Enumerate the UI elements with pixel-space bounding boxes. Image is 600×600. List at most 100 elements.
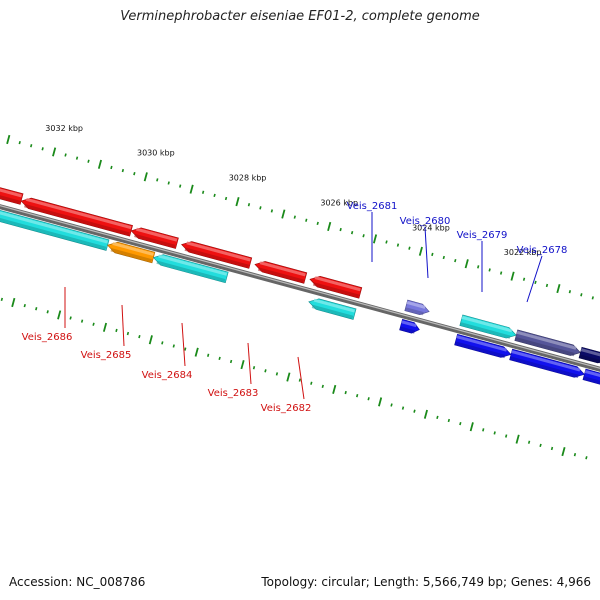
- gene-shadow: [459, 322, 511, 339]
- gene-shadow: [509, 356, 579, 378]
- tick-mark: [591, 296, 594, 300]
- gene-shadow: [0, 184, 21, 204]
- tick-mark: [69, 316, 72, 320]
- tick-mark: [229, 359, 233, 364]
- tick-mark: [545, 283, 549, 288]
- gene-veis-2685-top: [254, 261, 308, 284]
- gene-highlight: [259, 261, 306, 277]
- tick-mark: [189, 184, 194, 194]
- gene-shadow: [257, 267, 305, 283]
- gene-shadow: [579, 354, 600, 364]
- tick-mark: [350, 231, 354, 235]
- tick-mark: [522, 277, 526, 281]
- backbone-highlight: [0, 205, 600, 369]
- tick-mark: [259, 206, 262, 210]
- tick-mark: [505, 434, 508, 438]
- tick-mark: [270, 209, 274, 213]
- gene-veis-2680: [459, 314, 517, 339]
- tick-mark: [46, 310, 49, 314]
- gene-label: Veis_2681: [347, 201, 398, 212]
- tick-mark: [138, 334, 141, 339]
- gene-veis-2687: [20, 197, 133, 237]
- tick-mark: [539, 443, 542, 448]
- tick-mark: [161, 341, 164, 345]
- label-connector: [424, 226, 429, 279]
- tick-mark: [431, 252, 434, 257]
- tick-mark: [281, 209, 286, 219]
- kbp-label: 3024 kbp: [412, 223, 450, 232]
- gene-veis-2676: [509, 348, 585, 378]
- tick-mark: [167, 181, 170, 185]
- tick-mark: [459, 421, 462, 426]
- gene-shadow: [24, 204, 130, 236]
- tick-mark: [11, 297, 16, 308]
- gene-shadow: [134, 233, 176, 249]
- tick-mark: [550, 446, 554, 451]
- gene-shadow: [404, 307, 424, 316]
- label-connector: [297, 356, 305, 400]
- tick-mark: [454, 258, 457, 263]
- tick-mark: [305, 218, 308, 222]
- gene-shadow: [454, 341, 506, 359]
- tick-mark: [30, 144, 33, 148]
- tick-mark: [121, 168, 125, 173]
- gene-highlight: [158, 254, 228, 276]
- gene-veis-2681b: [399, 318, 420, 334]
- tick-mark: [469, 422, 474, 432]
- tick-mark: [80, 319, 84, 323]
- tick-mark: [115, 328, 118, 333]
- gene-label: Veis_2683: [208, 388, 259, 399]
- tick-mark: [534, 280, 537, 285]
- gene-label: Veis_2685: [81, 350, 132, 361]
- tick-mark: [499, 271, 503, 275]
- tick-mark: [385, 240, 388, 244]
- tick-mark: [133, 172, 136, 176]
- gene-veis-2679b: [578, 346, 600, 364]
- tick-mark: [527, 440, 531, 444]
- tick-mark: [339, 227, 342, 232]
- tick-mark: [6, 134, 11, 145]
- tick-mark: [247, 203, 251, 207]
- gene-features: [0, 178, 600, 386]
- tick-mark: [87, 159, 90, 163]
- gene-highlight: [584, 370, 600, 379]
- tick-mark: [41, 147, 44, 151]
- kbp-label: 3022 kbp: [504, 248, 542, 257]
- gene-highlight: [406, 301, 426, 309]
- tick-mark: [0, 297, 4, 302]
- tick-mark: [585, 456, 588, 460]
- label-connector: [121, 304, 125, 347]
- gene-shadow: [312, 282, 360, 298]
- tick-mark: [344, 390, 347, 395]
- gene-veis-2677: [454, 333, 512, 359]
- gene-veis-2686-top: [181, 241, 253, 269]
- gene-label: Veis_2686: [22, 332, 73, 343]
- tick-mark: [378, 397, 383, 407]
- gene-shadow: [110, 248, 153, 263]
- tick-mark: [442, 255, 445, 260]
- tick-mark: [179, 184, 182, 188]
- tick-mark: [293, 215, 296, 219]
- tick-mark: [561, 446, 566, 457]
- tick-mark: [148, 335, 153, 345]
- gene-veis-2686: [0, 199, 110, 251]
- gene-label: Veis_2682: [261, 403, 312, 414]
- tick-mark: [75, 156, 79, 160]
- tick-mark: [224, 196, 228, 201]
- tick-mark: [218, 356, 221, 361]
- gene-highlight: [461, 315, 513, 333]
- tick-mark: [493, 431, 496, 435]
- gene-highlight: [25, 197, 132, 230]
- tick-mark: [18, 140, 21, 145]
- gene-veis-2687b: [130, 227, 179, 249]
- tick-mark: [52, 147, 57, 157]
- gene-shadow: [0, 205, 107, 250]
- label-connectors: [64, 212, 543, 400]
- gene-label: Veis_2680: [400, 216, 451, 227]
- tick-mark: [57, 310, 62, 320]
- tick-mark: [573, 453, 577, 457]
- tick-mark: [436, 415, 439, 420]
- tick-mark: [275, 372, 279, 376]
- tick-mark: [396, 243, 400, 247]
